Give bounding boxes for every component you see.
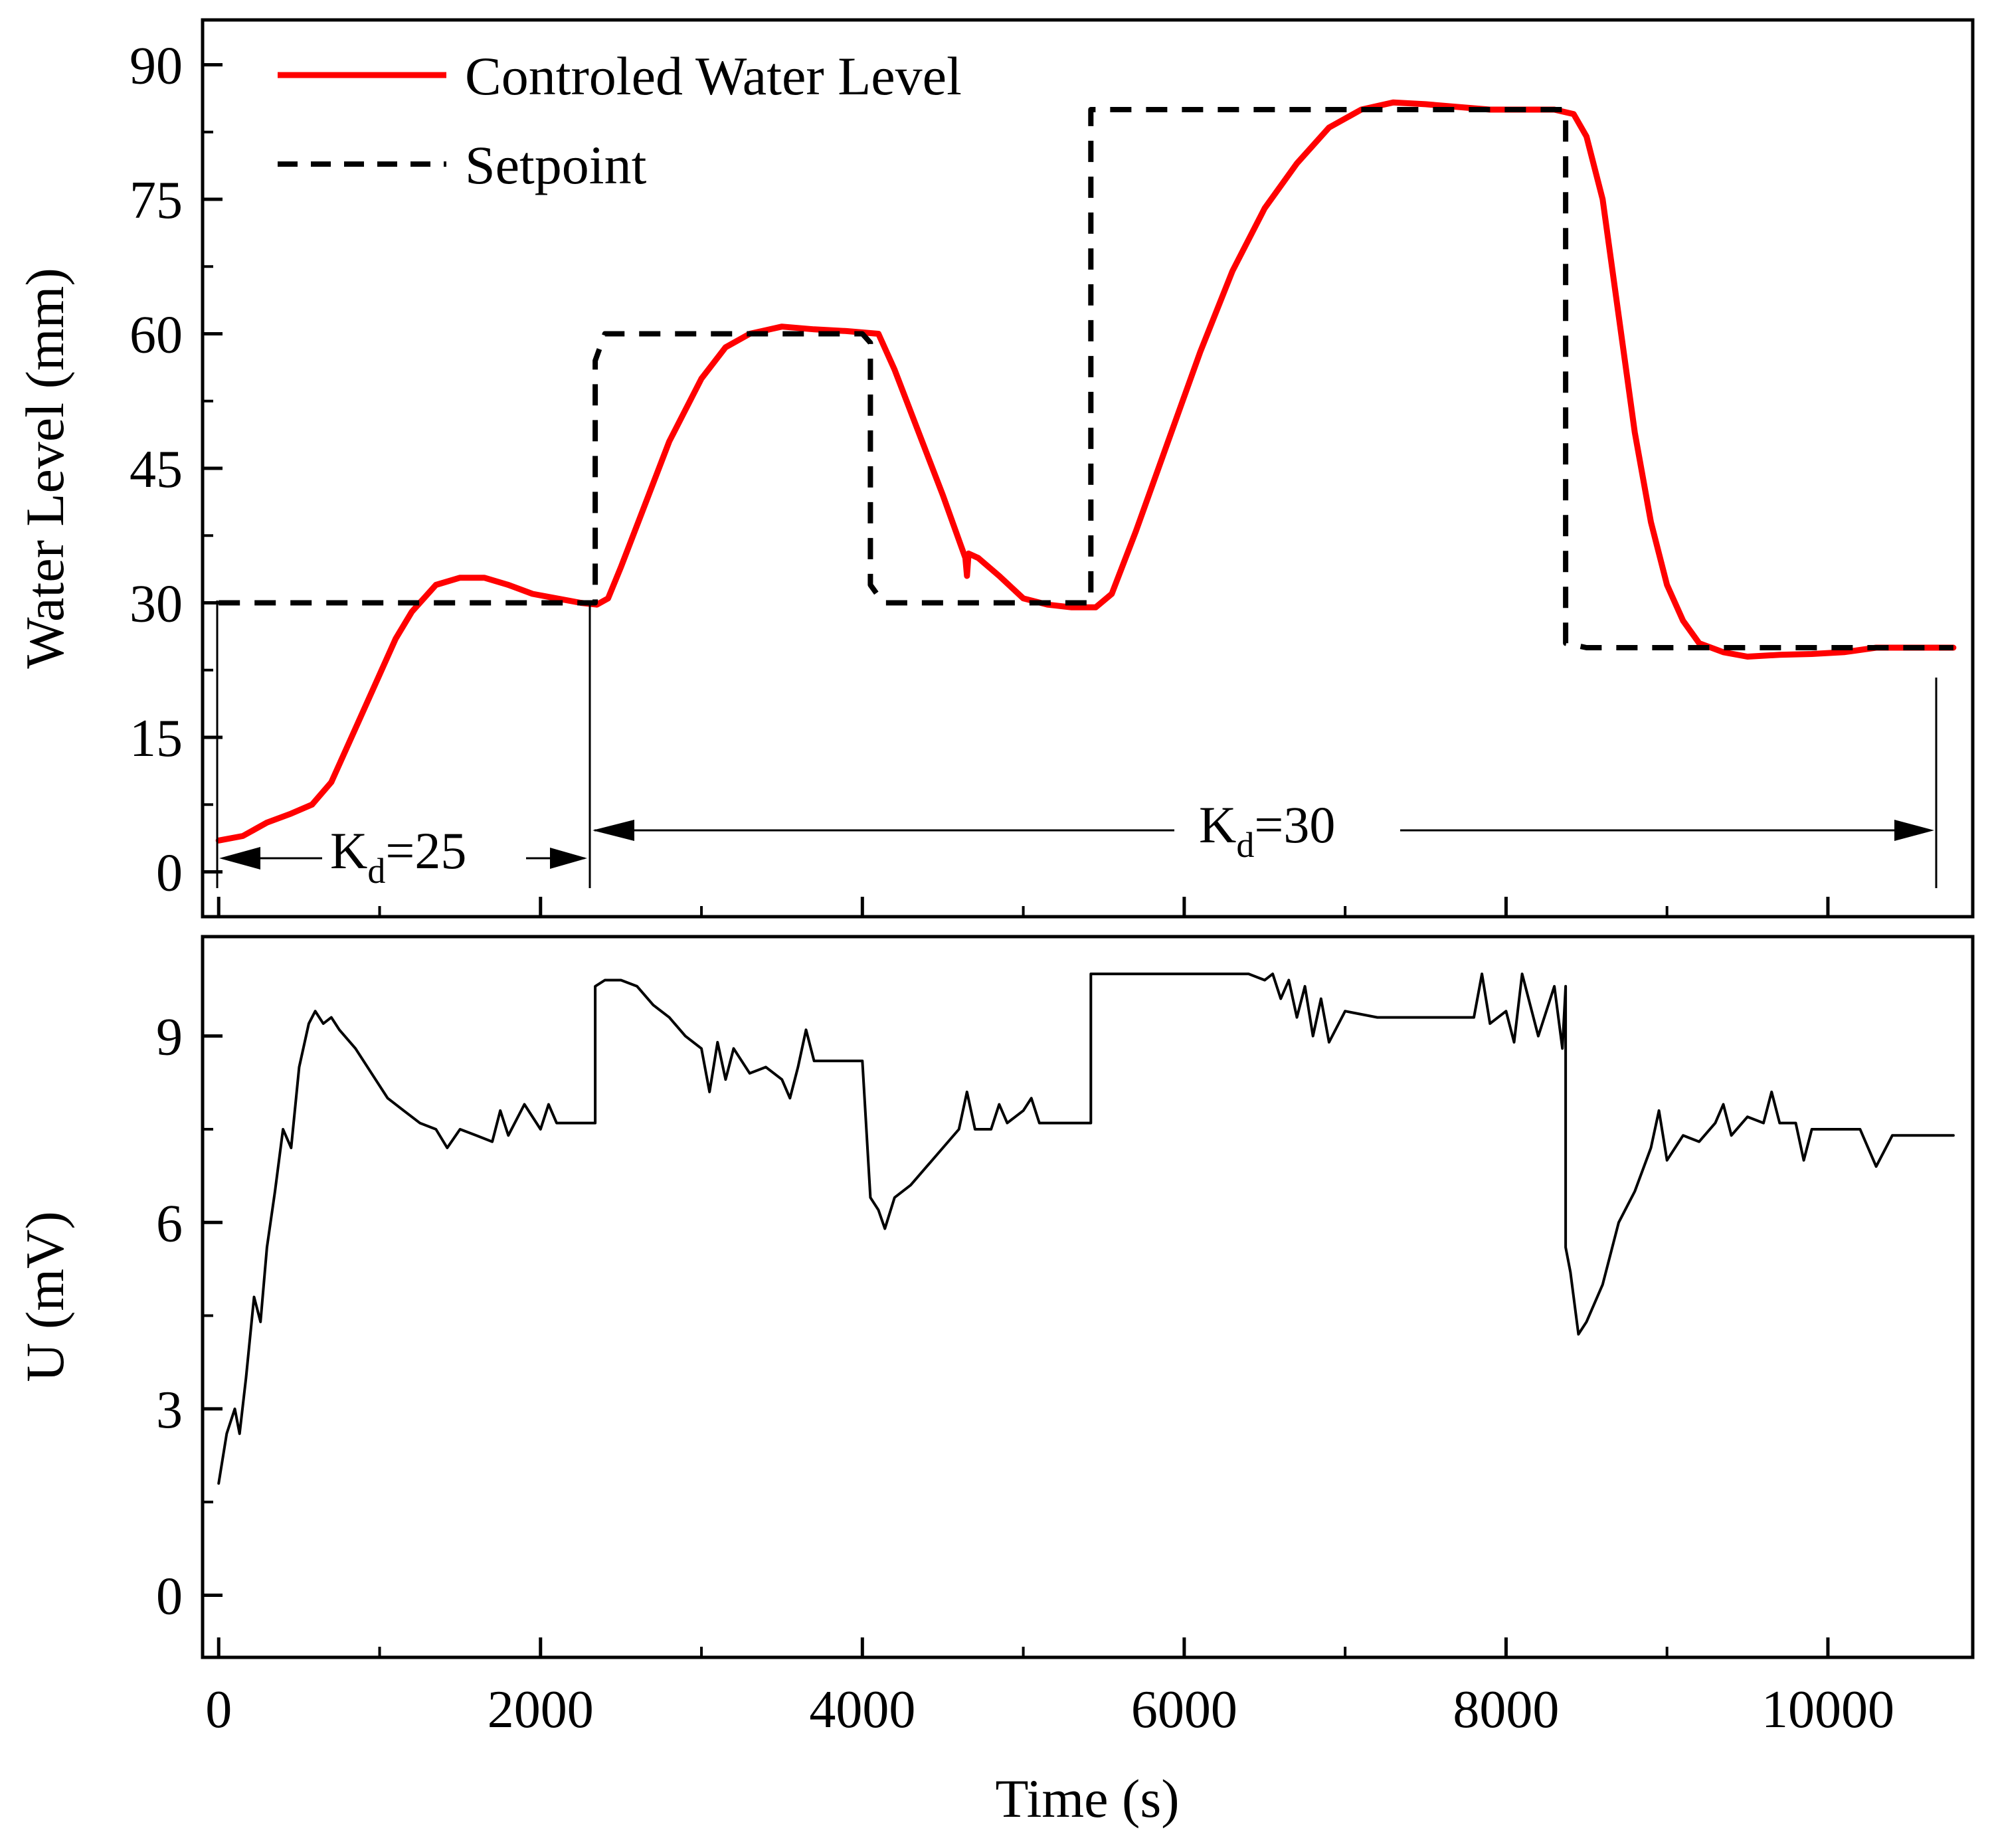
x-tick-label: 4000 <box>809 1681 915 1739</box>
x-tick-label: 10000 <box>1762 1681 1894 1739</box>
y-tick-label: 15 <box>130 709 183 768</box>
kd25-arrowhead-right <box>550 848 587 869</box>
x-tick-label: 8000 <box>1453 1681 1559 1739</box>
kd-annotations: Kd=25 Kd=30 <box>216 601 1938 891</box>
y-tick-label: 60 <box>130 306 183 365</box>
y-tick-label: 90 <box>130 37 183 96</box>
legend-label-water-level: Controled Water Level <box>465 46 962 106</box>
top-axis-ticks <box>203 63 1830 917</box>
y-tick-label: 75 <box>130 171 183 230</box>
series-setpoint <box>219 107 1953 650</box>
legend-label-setpoint: Setpoint <box>465 135 647 195</box>
kd30-arrowhead-left <box>592 820 634 841</box>
series-controled-water-level <box>215 99 1957 844</box>
bottom-axis-ticks <box>203 1034 1830 1657</box>
top-y-tick-labels: 0 15 30 45 60 75 90 <box>130 37 183 903</box>
y-tick-label: 6 <box>156 1194 183 1253</box>
x-tick-label: 6000 <box>1131 1681 1237 1739</box>
bottom-y-axis-title: U (mV) <box>15 1211 75 1382</box>
legend: Controled Water Level Setpoint <box>278 46 962 195</box>
y-tick-label: 0 <box>156 1567 183 1625</box>
series-u <box>217 972 1955 1485</box>
x-tick-label: 2000 <box>488 1681 594 1739</box>
bottom-y-tick-labels: 0 3 6 9 <box>156 1008 183 1626</box>
y-tick-label: 0 <box>156 844 183 903</box>
y-tick-label: 45 <box>130 440 183 499</box>
kd30-label: Kd=30 <box>1199 796 1335 865</box>
x-axis-title: Time (s) <box>995 1768 1179 1829</box>
kd25-arrowhead-left <box>219 847 260 870</box>
bottom-plot-frame <box>201 935 1975 1659</box>
top-series-layer <box>215 99 1957 844</box>
top-y-axis-title: Water Level (mm) <box>15 268 75 669</box>
kd25-label: Kd=25 <box>330 822 466 891</box>
x-tick-label: 0 <box>205 1681 232 1739</box>
y-tick-label: 3 <box>156 1381 183 1439</box>
x-tick-labels: 0 2000 4000 6000 8000 10000 <box>205 1681 1894 1739</box>
control-signal-panel: 0 3 6 9 0 2000 4000 6000 8000 10000 U (mV) <box>15 935 1975 1739</box>
y-tick-label: 9 <box>156 1008 183 1067</box>
water-level-panel: 0 15 30 45 60 75 90 Controled Water Level Setp… <box>15 18 1975 919</box>
kd30-arrowhead-right <box>1894 820 1934 841</box>
bottom-series-layer <box>217 972 1955 1485</box>
y-tick-label: 30 <box>130 575 183 634</box>
